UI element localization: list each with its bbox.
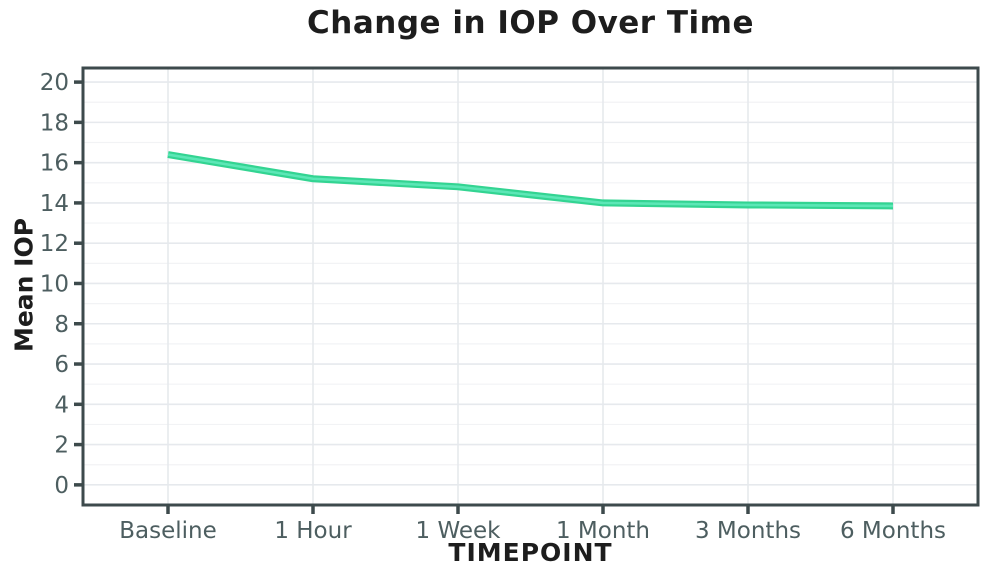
x-tick-label: 1 Month <box>556 518 650 544</box>
y-tick-label: 16 <box>40 151 69 177</box>
x-tick-label: 3 Months <box>695 518 801 544</box>
x-tick-label: 1 Hour <box>274 518 352 544</box>
plot-background <box>83 68 978 505</box>
y-tick-label: 18 <box>40 110 69 136</box>
plot-border <box>81 66 980 507</box>
y-tick-label: 8 <box>54 312 69 338</box>
y-tick-label: 4 <box>54 392 69 418</box>
x-tick-label: Baseline <box>119 518 217 544</box>
x-tick-label: 6 Months <box>840 518 946 544</box>
y-tick-label: 14 <box>40 191 69 217</box>
y-tick-label: 12 <box>40 231 69 257</box>
y-tick-label: 0 <box>54 473 69 499</box>
iop-series-line-highlight <box>167 153 894 208</box>
chart-title: Change in IOP Over Time <box>307 5 754 41</box>
y-tick-label: 20 <box>40 70 69 96</box>
y-tick-label: 2 <box>54 433 69 459</box>
y-tick-label: 6 <box>54 352 69 378</box>
x-tick-label: 1 Week <box>416 518 502 544</box>
x-axis-label: TIMEPOINT <box>448 538 613 567</box>
y-tick-label: 10 <box>40 271 69 297</box>
